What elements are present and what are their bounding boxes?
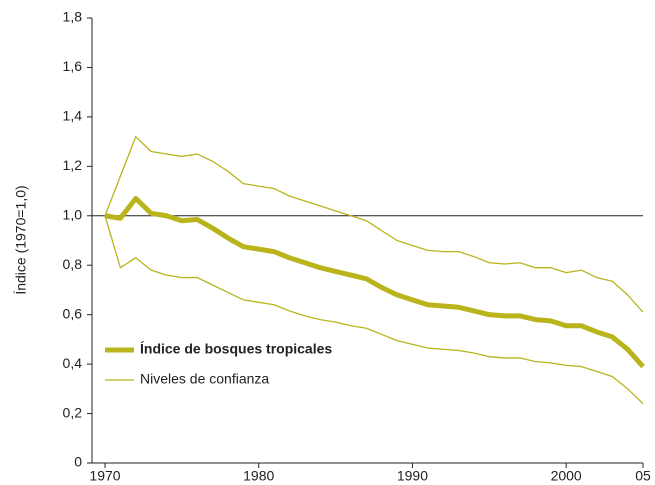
y-tick-label: 0,6 <box>63 305 83 321</box>
x-tick-label: 1980 <box>243 468 274 484</box>
y-tick-label: 1,4 <box>63 108 83 124</box>
x-tick-label: 2000 <box>551 468 582 484</box>
y-tick-label: 0 <box>74 454 82 470</box>
y-tick-label: 1,2 <box>63 157 83 173</box>
confidence-lower <box>104 215 644 405</box>
legend-label: Niveles de confianza <box>140 371 269 387</box>
y-tick-label: 0,2 <box>63 404 83 420</box>
x-tick-label: 1970 <box>89 468 120 484</box>
y-tick-label: 0,8 <box>63 256 83 272</box>
x-tick-label: 1990 <box>397 468 428 484</box>
y-tick-label: 0,4 <box>63 355 83 371</box>
y-tick-label: 1,6 <box>63 58 83 74</box>
y-axis-label: Índice (1970=1,0) <box>13 185 29 294</box>
index-line <box>104 195 645 369</box>
legend-label: Índice de bosques tropicales <box>140 341 332 357</box>
confidence-upper <box>104 136 644 313</box>
x-tick-label: 05 <box>635 468 651 484</box>
y-tick-label: 1,0 <box>63 206 83 222</box>
y-tick-label: 1,8 <box>63 9 83 25</box>
